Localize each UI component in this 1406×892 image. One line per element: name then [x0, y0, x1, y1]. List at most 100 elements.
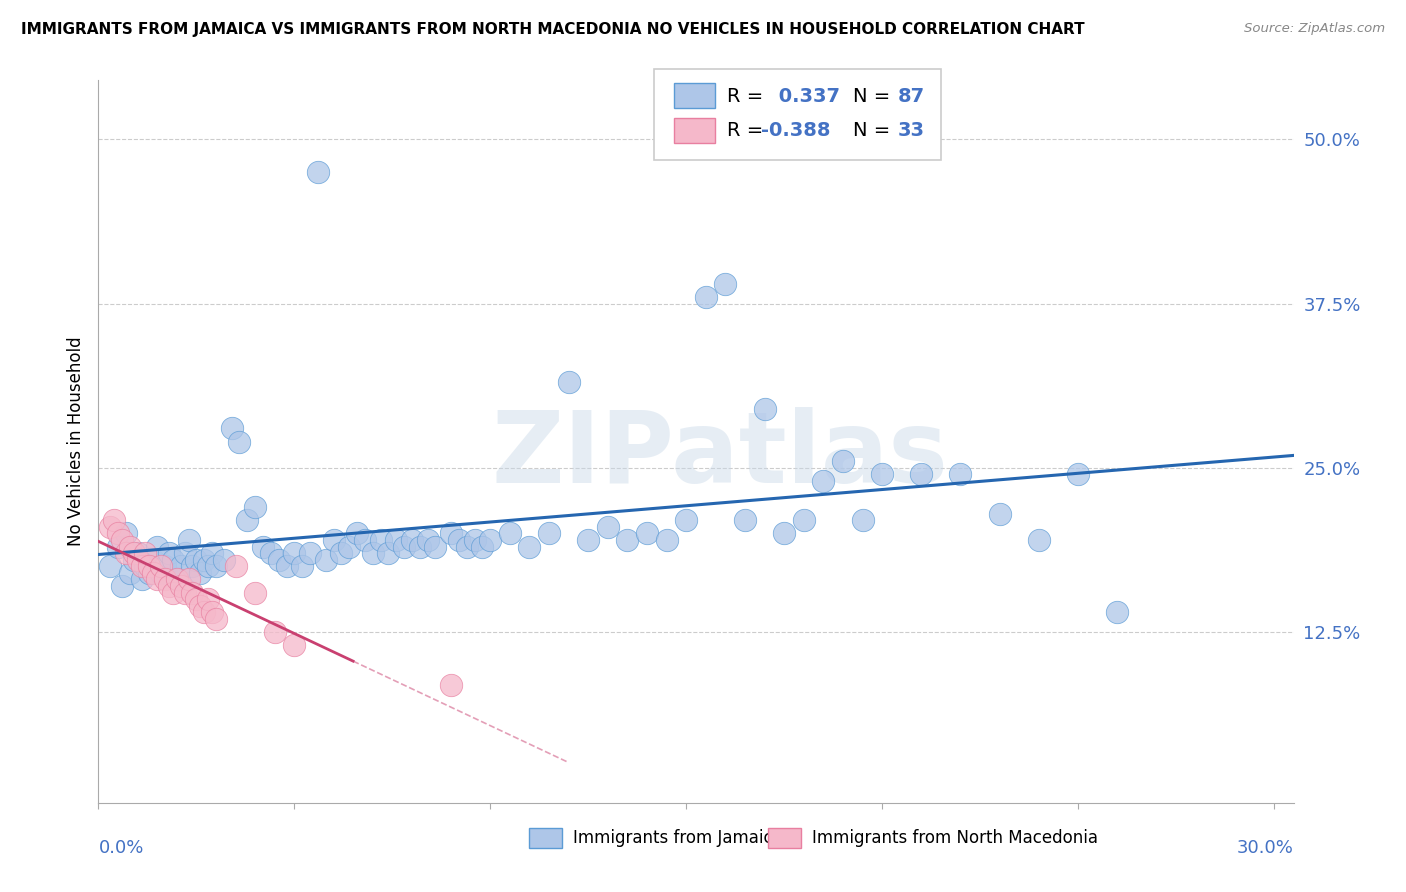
Point [181, 559, 204, 574]
Point [377, 546, 399, 560]
Point [107, 526, 129, 541]
Point [228, 434, 250, 449]
Point [337, 540, 360, 554]
Point [186, 592, 208, 607]
Point [910, 467, 932, 482]
Point [260, 546, 283, 560]
Text: ZIPatlas: ZIPatlas [492, 408, 948, 505]
Point [131, 559, 153, 574]
Point [283, 638, 305, 652]
Point [616, 533, 638, 547]
Point [793, 513, 815, 527]
Point [440, 526, 463, 541]
Text: Immigrants from North Macedonia: Immigrants from North Macedonia [811, 830, 1098, 847]
Point [98, 559, 121, 574]
Point [307, 165, 329, 179]
Point [714, 277, 737, 291]
Point [181, 585, 204, 599]
Point [138, 559, 160, 574]
Point [197, 559, 219, 574]
Point [276, 559, 298, 574]
Point [283, 546, 305, 560]
Text: N =: N = [852, 121, 896, 140]
Point [832, 454, 855, 468]
Point [416, 533, 439, 547]
Point [212, 553, 235, 567]
Point [150, 566, 173, 580]
Point [173, 546, 195, 560]
Point [118, 540, 141, 554]
Point [138, 566, 160, 580]
Text: 87: 87 [898, 87, 925, 105]
Point [188, 599, 211, 613]
Point [243, 500, 266, 515]
Point [464, 533, 486, 547]
Point [201, 605, 224, 619]
Point [162, 553, 184, 567]
Point [385, 533, 408, 547]
Point [734, 513, 756, 527]
Point [162, 585, 184, 599]
Text: N =: N = [852, 87, 896, 105]
Point [98, 520, 121, 534]
Point [193, 605, 215, 619]
Point [103, 513, 125, 527]
Point [188, 566, 211, 580]
Point [425, 540, 447, 554]
FancyBboxPatch shape [654, 70, 941, 160]
Point [267, 553, 290, 567]
Point [173, 585, 195, 599]
Point [851, 513, 873, 527]
Point [1067, 467, 1090, 482]
Point [142, 566, 165, 580]
Point [1028, 533, 1050, 547]
Point [471, 540, 494, 554]
Point [695, 290, 717, 304]
Point [131, 573, 153, 587]
Point [111, 533, 134, 547]
Point [111, 579, 134, 593]
Point [1107, 605, 1129, 619]
Text: Source: ZipAtlas.com: Source: ZipAtlas.com [1244, 22, 1385, 36]
Point [153, 573, 176, 587]
Point [354, 533, 377, 547]
Point [170, 559, 193, 574]
Point [166, 573, 188, 587]
Point [236, 513, 259, 527]
Point [186, 553, 208, 567]
Point [146, 573, 169, 587]
Point [146, 540, 169, 554]
Point [298, 546, 321, 560]
Point [225, 559, 247, 574]
Point [243, 585, 266, 599]
FancyBboxPatch shape [529, 828, 562, 848]
Point [361, 546, 384, 560]
Point [813, 474, 835, 488]
Point [330, 546, 353, 560]
Point [170, 579, 193, 593]
Point [197, 592, 219, 607]
Text: 0.0%: 0.0% [98, 838, 143, 857]
Point [118, 566, 141, 580]
Point [115, 546, 138, 560]
Point [205, 612, 228, 626]
Point [122, 546, 145, 560]
Point [392, 540, 415, 554]
Text: Immigrants from Jamaica: Immigrants from Jamaica [572, 830, 783, 847]
Point [205, 559, 228, 574]
Text: IMMIGRANTS FROM JAMAICA VS IMMIGRANTS FROM NORTH MACEDONIA NO VEHICLES IN HOUSEH: IMMIGRANTS FROM JAMAICA VS IMMIGRANTS FR… [21, 22, 1084, 37]
Point [636, 526, 658, 541]
Point [754, 401, 776, 416]
Point [370, 533, 392, 547]
Point [127, 553, 149, 567]
Text: 30.0%: 30.0% [1237, 838, 1294, 857]
Point [142, 553, 165, 567]
Text: 0.337: 0.337 [772, 87, 841, 105]
Point [447, 533, 470, 547]
Point [988, 507, 1011, 521]
Point [346, 526, 368, 541]
Text: R =: R = [727, 87, 769, 105]
Point [456, 540, 478, 554]
Point [401, 533, 423, 547]
Point [107, 540, 129, 554]
